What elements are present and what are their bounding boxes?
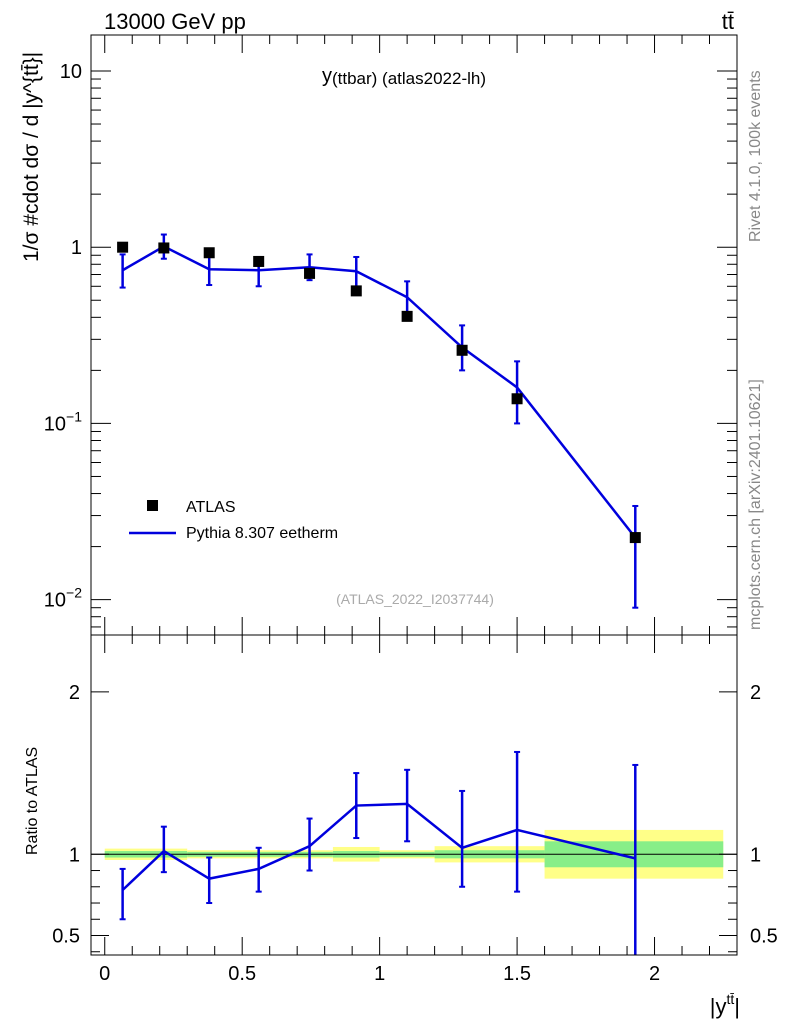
main-y-tick-label-base: 10	[44, 590, 66, 612]
ratio-axis-ticks	[91, 635, 737, 955]
main-y-axis-label: 1/σ #cdot dσ / d |y^{tt̄}|	[20, 52, 43, 262]
x-axis-label-sup: tt̄	[727, 991, 735, 1007]
main-panel-frame	[90, 34, 738, 636]
data-point	[350, 285, 362, 297]
x-axis-label-end: |	[734, 994, 740, 1019]
x-tick-label: 2	[649, 963, 660, 985]
title-main: y	[322, 65, 332, 87]
data-point	[629, 532, 641, 544]
x-tick-label: 1.5	[503, 963, 531, 985]
data-point	[304, 267, 316, 279]
data-point	[253, 255, 265, 267]
title-sub: (ttbar) (atlas2022-lh)	[332, 69, 486, 88]
ratio-y-tick-label-right: 0.5	[750, 926, 778, 948]
data-point	[401, 310, 413, 322]
ratio-mc-line	[121, 802, 636, 891]
x-tick-label: 0.5	[228, 963, 256, 985]
data-point	[203, 247, 215, 259]
x-tick-label: 0	[99, 963, 110, 985]
header-process-label: tt̄	[722, 9, 734, 34]
data-point	[456, 344, 468, 356]
data-point	[511, 393, 523, 405]
x-tick-labels: 0 0.5 1 1.5 2	[99, 963, 660, 985]
legend: ATLAS Pythia 8.307 eetherm	[129, 499, 338, 542]
header-energy-label: 13000 GeV pp	[104, 9, 246, 34]
data-point	[158, 242, 170, 254]
mcplots-reference-label: mcplots.cern.ch [arXiv:2401.10621]	[747, 379, 764, 630]
main-y-tick-label-exp: −2	[66, 585, 82, 601]
ratio-y-tick-label-right: 2	[750, 682, 761, 704]
ratio-y-axis-label: Ratio to ATLAS	[24, 747, 41, 855]
ratio-y-tick-label-right: 1	[750, 844, 761, 866]
x-tick-label: 1	[374, 963, 385, 985]
main-error-bars	[119, 233, 639, 609]
data-point	[117, 241, 129, 253]
main-y-tick-label-exp: −1	[66, 408, 82, 424]
main-chart-title: y(ttbar) (atlas2022-lh)	[322, 65, 486, 88]
x-axis-label-main: |y	[710, 994, 727, 1019]
x-axis-label: |ytt̄|	[710, 991, 740, 1019]
ratio-y-tick-label-left: 2	[69, 682, 80, 704]
ratio-panel: 2 2 1 1 0.5 0.5 0 0.5 1 1.5 2 Ratio to ATLAS |ytt…	[24, 634, 778, 1019]
legend-data-label: ATLAS	[186, 499, 236, 516]
ratio-y-tick-label-left: 1	[69, 844, 80, 866]
main-y-tick-label: 10−1	[44, 408, 82, 435]
main-y-tick-label-base: 10	[44, 413, 66, 435]
mc-prediction-line	[121, 245, 637, 539]
ratio-panel-frame	[90, 634, 738, 956]
analysis-watermark: (ATLAS_2022_I2037744)	[336, 591, 494, 607]
main-y-tick-label: 10−2	[44, 585, 82, 612]
rivet-version-label: Rivet 4.1.0, 100k events	[747, 70, 764, 242]
ratio-y-tick-label-left: 0.5	[52, 926, 80, 948]
data-markers	[117, 241, 641, 544]
ratio-y-tick-labels: 2 2 1 1 0.5 0.5	[52, 682, 778, 948]
main-y-tick-label: 10	[60, 61, 82, 83]
legend-data-marker	[147, 500, 158, 511]
legend-mc-label: Pythia 8.307 eetherm	[186, 525, 338, 542]
main-y-tick-label: 1	[71, 237, 82, 259]
main-axis-ticks	[91, 35, 737, 635]
